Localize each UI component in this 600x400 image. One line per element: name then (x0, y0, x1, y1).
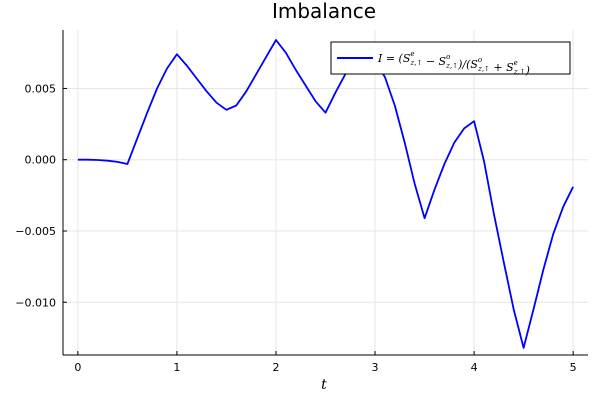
x-tick-label: 5 (570, 361, 577, 374)
legend-label: I = (Se z,↑ − So z,↑)/(So z,↑ + Se z,↑) (377, 50, 530, 77)
y-tick-label: 0.000 (25, 154, 57, 167)
x-tick-label: 1 (173, 361, 180, 374)
series-line (77, 39, 574, 349)
x-tick-label: 3 (372, 361, 379, 374)
y-tick-label: −0.005 (15, 225, 56, 238)
x-tick-label: 4 (471, 361, 478, 374)
y-tick-label: −0.010 (15, 296, 56, 309)
x-tick-label: 2 (272, 361, 279, 374)
chart-title: Imbalance (272, 0, 376, 23)
y-tick-label: 0.005 (25, 82, 57, 95)
x-tick-label: 0 (74, 361, 81, 374)
legend: I = (Se z,↑ − So z,↑)/(So z,↑ + Se z,↑) (330, 41, 571, 77)
x-axis-label: t (321, 377, 327, 393)
grid (63, 30, 588, 355)
series-layer (77, 39, 574, 349)
axes: 0 1 2 3 4 5 0.005 0.000 −0.005 −0.010 (15, 30, 588, 374)
